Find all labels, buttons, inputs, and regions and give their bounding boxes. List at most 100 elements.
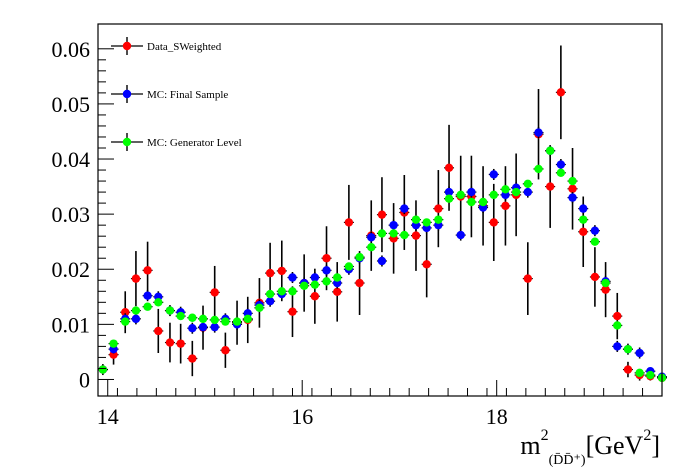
data-point: [635, 368, 644, 378]
data-point: [467, 197, 476, 207]
data-point: [109, 339, 118, 348]
data-point: [556, 168, 566, 177]
data-point: [344, 218, 354, 227]
data-point: [590, 272, 600, 282]
data-point: [489, 218, 498, 227]
data-point: [210, 322, 219, 332]
plot-frame: [97, 23, 663, 397]
data-point: [623, 344, 633, 354]
data-point: [523, 179, 533, 189]
data-point: [277, 266, 286, 276]
data-point: [333, 287, 342, 297]
x-tick-label: 16: [291, 404, 313, 429]
legend-label: MC: Generator Level: [147, 137, 242, 149]
data-point: [367, 243, 376, 252]
data-point: [422, 218, 431, 227]
data-point: [579, 204, 588, 213]
data-point: [523, 187, 533, 197]
data-point: [299, 281, 309, 290]
data-point: [198, 322, 208, 332]
data-point: [176, 311, 185, 321]
data-point: [265, 289, 275, 299]
data-point: [131, 274, 141, 283]
data-point: [579, 227, 588, 236]
data-point: [131, 314, 141, 324]
data-point: [221, 346, 230, 355]
data-point: [265, 268, 275, 278]
data-point: [377, 229, 387, 238]
y-tick-label: 0.04: [52, 147, 91, 172]
data-point: [221, 317, 230, 326]
data-point: [344, 262, 354, 271]
x-tick-label: 18: [486, 404, 508, 429]
data-point: [444, 194, 454, 203]
data-point: [277, 287, 286, 296]
data-point: [322, 254, 331, 263]
legend-marker: [122, 137, 132, 147]
data-point: [154, 326, 163, 336]
y-tick-label: 0.01: [52, 312, 91, 337]
data-point: [590, 237, 600, 246]
data-point: [131, 306, 141, 315]
data-point: [288, 273, 297, 282]
data-point: [188, 324, 197, 333]
data-point: [188, 354, 197, 363]
data-points: [97, 45, 667, 383]
data-point: [556, 160, 566, 169]
series-2: [97, 146, 667, 383]
x-axis-title-part: ]: [651, 431, 660, 460]
data-point: [478, 197, 488, 207]
data-point: [545, 146, 555, 155]
data-point: [501, 185, 510, 194]
data-point: [333, 273, 342, 282]
data-point: [511, 187, 521, 197]
y-tick-label: 0: [79, 367, 90, 392]
data-point: [98, 365, 108, 374]
data-point: [635, 348, 644, 358]
data-point: [523, 274, 533, 283]
data-point: [154, 298, 163, 307]
data-point: [534, 164, 543, 174]
x-axis-title-part: (D̄D̄⁺): [549, 452, 586, 468]
x-axis-title-part: m: [520, 431, 540, 460]
data-point: [310, 292, 320, 301]
data-point: [377, 256, 387, 266]
data-point: [143, 266, 152, 275]
legend-label: MC: Final Sample: [147, 89, 228, 101]
data-point: [456, 190, 465, 200]
data-point: [613, 311, 622, 321]
data-point: [456, 230, 465, 240]
data-point: [176, 339, 185, 348]
x-axis-title-part: 2: [643, 427, 651, 444]
data-point: [489, 190, 498, 200]
data-point: [601, 278, 610, 288]
data-point: [288, 307, 297, 316]
data-point: [411, 231, 421, 240]
data-point: [568, 193, 577, 202]
axes: 0 0.01 0.02 0.03 0.04 0.05 0.06 14 16 18: [52, 37, 663, 429]
data-point: [288, 287, 297, 296]
data-point: [121, 317, 130, 326]
data-point: [467, 187, 476, 197]
legend-marker: [122, 41, 132, 51]
legend-entry: Data_SWeighted: [111, 37, 222, 55]
data-point: [265, 297, 275, 306]
legend: Data_SWeighted MC: Final Sample MC: Genera…: [111, 37, 242, 151]
data-point: [389, 220, 398, 230]
data-point: [355, 278, 364, 288]
data-point: [444, 163, 454, 173]
legend-marker: [122, 89, 132, 99]
x-axis-title: m2(D̄D̄⁺)[GeV2]: [520, 427, 660, 468]
x-tick-label: 14: [97, 404, 119, 429]
data-point: [232, 317, 242, 326]
data-point: [568, 184, 577, 193]
y-tick-label: 0.02: [52, 257, 91, 282]
data-point: [367, 233, 376, 242]
data-point: [243, 314, 252, 324]
data-point: [355, 252, 364, 262]
data-point: [400, 230, 409, 240]
data-point: [322, 266, 331, 275]
data-point: [165, 338, 175, 347]
data-point: [389, 229, 398, 238]
data-point: [534, 128, 543, 137]
